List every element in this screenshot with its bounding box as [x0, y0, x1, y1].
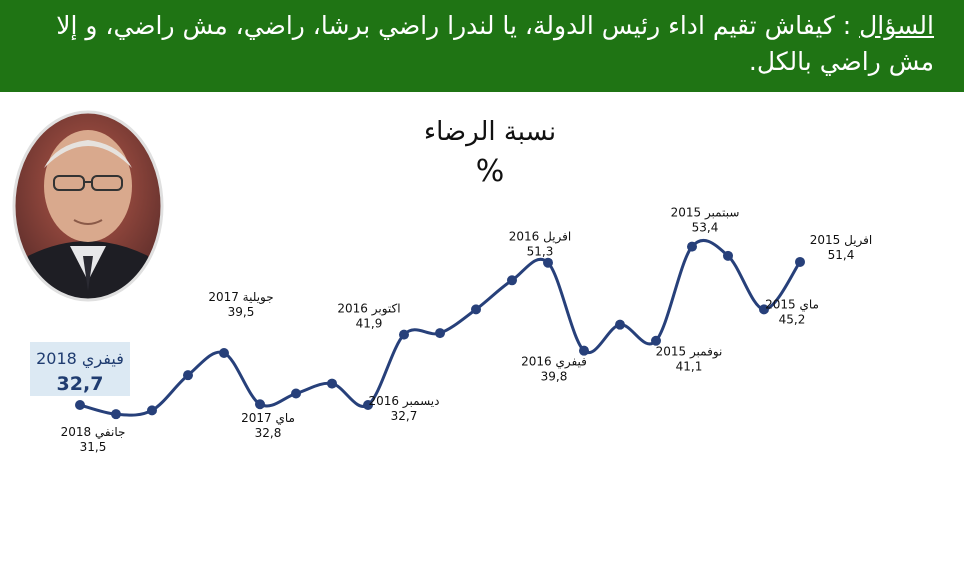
data-point: [327, 378, 337, 389]
chart-unit: %: [475, 154, 505, 189]
data-point: [399, 329, 409, 340]
point-value-label: 45,2: [779, 312, 806, 326]
latest-value-box: [30, 342, 130, 396]
question-label: السؤال: [859, 11, 934, 40]
point-value-label: 41,9: [356, 317, 383, 331]
point-value-label: 31,5: [80, 440, 107, 454]
point-value-label: 39,8: [541, 370, 568, 384]
point-month-label: اكتوبر 2016: [337, 302, 400, 317]
point-month-label: افريل 2016: [509, 230, 571, 245]
data-point: [759, 304, 769, 315]
point-value-label: 39,5: [228, 305, 255, 319]
point-value-label: 51,4: [828, 248, 855, 262]
data-point: [147, 405, 157, 416]
point-value-label: 41,1: [676, 360, 703, 374]
data-point: [687, 241, 697, 252]
data-point: [183, 370, 193, 381]
data-point: [291, 388, 301, 399]
point-month-label: نوفمبر 2015: [656, 345, 723, 360]
point-month-label: ماي 2015: [765, 297, 819, 311]
point-value-label: 53,4: [692, 221, 719, 235]
highlight-month-label: فيفري 2018: [36, 349, 124, 369]
data-point: [507, 275, 517, 286]
point-month-label: افريل 2015: [810, 233, 872, 248]
data-point: [651, 335, 661, 346]
point-month-label: ديسمبر 2016: [369, 394, 440, 409]
data-point: [543, 257, 553, 268]
satisfaction-series-line: [79, 239, 802, 417]
point-month-label: فيفري 2016: [521, 355, 587, 370]
data-point: [795, 256, 805, 267]
point-value-label: 32,7: [391, 409, 418, 423]
president-portrait: [12, 110, 164, 302]
point-month-label: جويلية 2017: [208, 290, 273, 305]
data-point: [471, 304, 481, 315]
point-month-label: ماي 2017: [241, 411, 295, 425]
point-value-label: 32,8: [255, 426, 282, 440]
data-point: [363, 400, 373, 410]
data-point: [723, 250, 733, 261]
question-text: : كيفاش تقيم اداء رئيس الدولة، يا لندرا …: [56, 11, 934, 76]
highlight-value-label: 32,7: [57, 373, 104, 395]
point-month-label: جانفي 2018: [61, 425, 126, 439]
data-point: [255, 399, 265, 410]
question-banner: السؤال : كيفاش تقيم اداء رئيس الدولة، يا…: [0, 0, 964, 92]
data-point: [435, 328, 445, 339]
point-month-label: سبتمبر 2015: [671, 206, 740, 221]
chart-title: نسبة الرضاء: [423, 117, 557, 147]
data-point: [615, 319, 625, 330]
data-point: [219, 347, 229, 358]
data-point: [111, 409, 121, 420]
data-point: [75, 400, 85, 410]
point-value-label: 51,3: [527, 245, 554, 259]
data-point: [579, 345, 589, 356]
